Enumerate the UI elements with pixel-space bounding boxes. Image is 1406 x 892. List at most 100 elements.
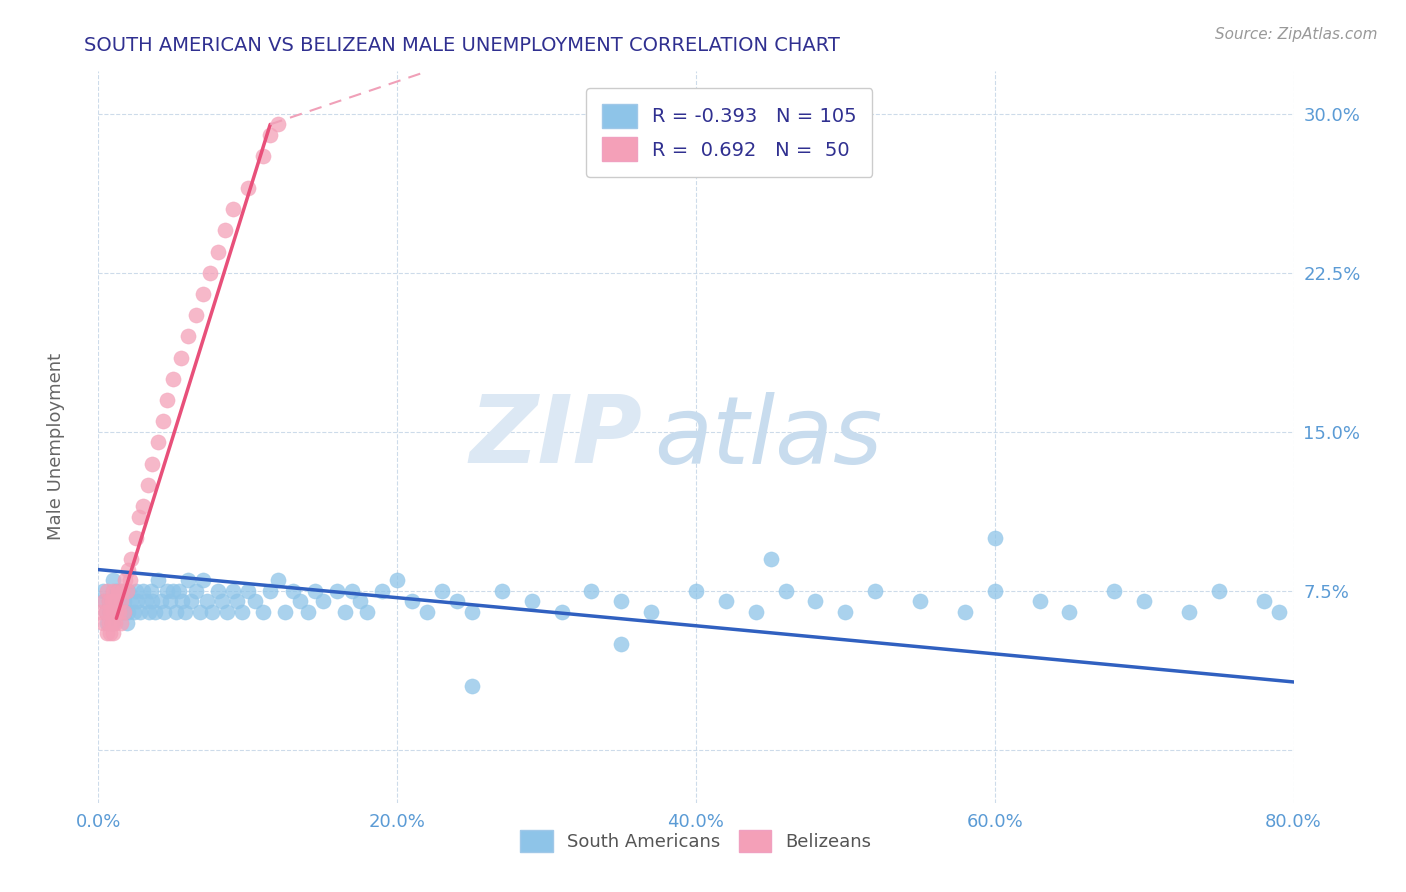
Point <box>110 594 132 608</box>
Point <box>222 202 245 216</box>
Point <box>132 583 155 598</box>
Point <box>98 626 122 640</box>
Point <box>108 594 131 608</box>
Point <box>1178 605 1201 619</box>
Point <box>610 594 633 608</box>
Point <box>141 594 163 608</box>
Point <box>98 605 122 619</box>
Point <box>226 594 249 608</box>
Point <box>103 583 125 598</box>
Point <box>520 594 543 608</box>
Point <box>162 372 184 386</box>
Text: Male Unemployment: Male Unemployment <box>48 352 65 540</box>
Point <box>211 594 233 608</box>
Point <box>108 605 131 619</box>
Point <box>97 594 120 608</box>
Point <box>91 583 114 598</box>
Point <box>125 531 148 545</box>
Point <box>401 594 423 608</box>
Point <box>197 594 219 608</box>
Point <box>107 583 129 598</box>
Point <box>640 605 662 619</box>
Point <box>1267 605 1289 619</box>
Point <box>267 573 290 587</box>
Point <box>326 583 349 598</box>
Point <box>984 531 1007 545</box>
Point <box>953 605 976 619</box>
Text: ZIP: ZIP <box>470 391 643 483</box>
Point <box>104 615 127 630</box>
Point <box>156 583 179 598</box>
Point <box>1028 594 1050 608</box>
Point <box>153 605 176 619</box>
Point <box>118 573 141 587</box>
Point <box>93 594 115 608</box>
Point <box>103 615 125 630</box>
Point <box>184 308 207 322</box>
Point <box>356 605 378 619</box>
Point <box>191 287 214 301</box>
Point <box>1059 605 1081 619</box>
Point <box>461 679 484 693</box>
Point <box>745 605 768 619</box>
Point <box>288 594 311 608</box>
Point <box>98 605 122 619</box>
Point <box>177 329 200 343</box>
Point <box>117 583 139 598</box>
Point <box>101 615 124 630</box>
Point <box>281 583 304 598</box>
Point <box>311 594 333 608</box>
Point <box>984 583 1007 598</box>
Point <box>430 583 453 598</box>
Point <box>177 573 200 587</box>
Point <box>138 605 160 619</box>
Point <box>259 583 281 598</box>
Point <box>96 626 118 640</box>
Point <box>97 615 120 630</box>
Point <box>385 573 409 587</box>
Point <box>461 605 484 619</box>
Point <box>96 583 118 598</box>
Point <box>91 615 114 630</box>
Point <box>117 605 139 619</box>
Point <box>231 605 253 619</box>
Point <box>259 128 281 142</box>
Point <box>1208 583 1230 598</box>
Point <box>685 583 707 598</box>
Point <box>1133 594 1156 608</box>
Point <box>169 351 191 365</box>
Point <box>172 594 194 608</box>
Point <box>610 637 633 651</box>
Point <box>112 594 135 608</box>
Point <box>1253 594 1275 608</box>
Point <box>200 266 222 280</box>
Point <box>446 594 468 608</box>
Point <box>908 594 931 608</box>
Point <box>775 583 797 598</box>
Point <box>135 594 157 608</box>
Point <box>184 583 207 598</box>
Point <box>120 594 142 608</box>
Point <box>110 583 132 598</box>
Point <box>416 605 439 619</box>
Point <box>180 594 202 608</box>
Point <box>222 583 245 598</box>
Point <box>94 605 117 619</box>
Point <box>274 605 297 619</box>
Point <box>148 435 170 450</box>
Point <box>491 583 513 598</box>
Point <box>333 605 356 619</box>
Point <box>152 414 174 428</box>
Point <box>207 583 229 598</box>
Point <box>104 594 127 608</box>
Point <box>115 583 138 598</box>
Point <box>148 573 170 587</box>
Point <box>115 615 138 630</box>
Point <box>103 573 125 587</box>
Point <box>105 605 128 619</box>
Point <box>156 392 179 407</box>
Point <box>1104 583 1126 598</box>
Point <box>105 583 128 598</box>
Point <box>349 594 371 608</box>
Point <box>97 594 120 608</box>
